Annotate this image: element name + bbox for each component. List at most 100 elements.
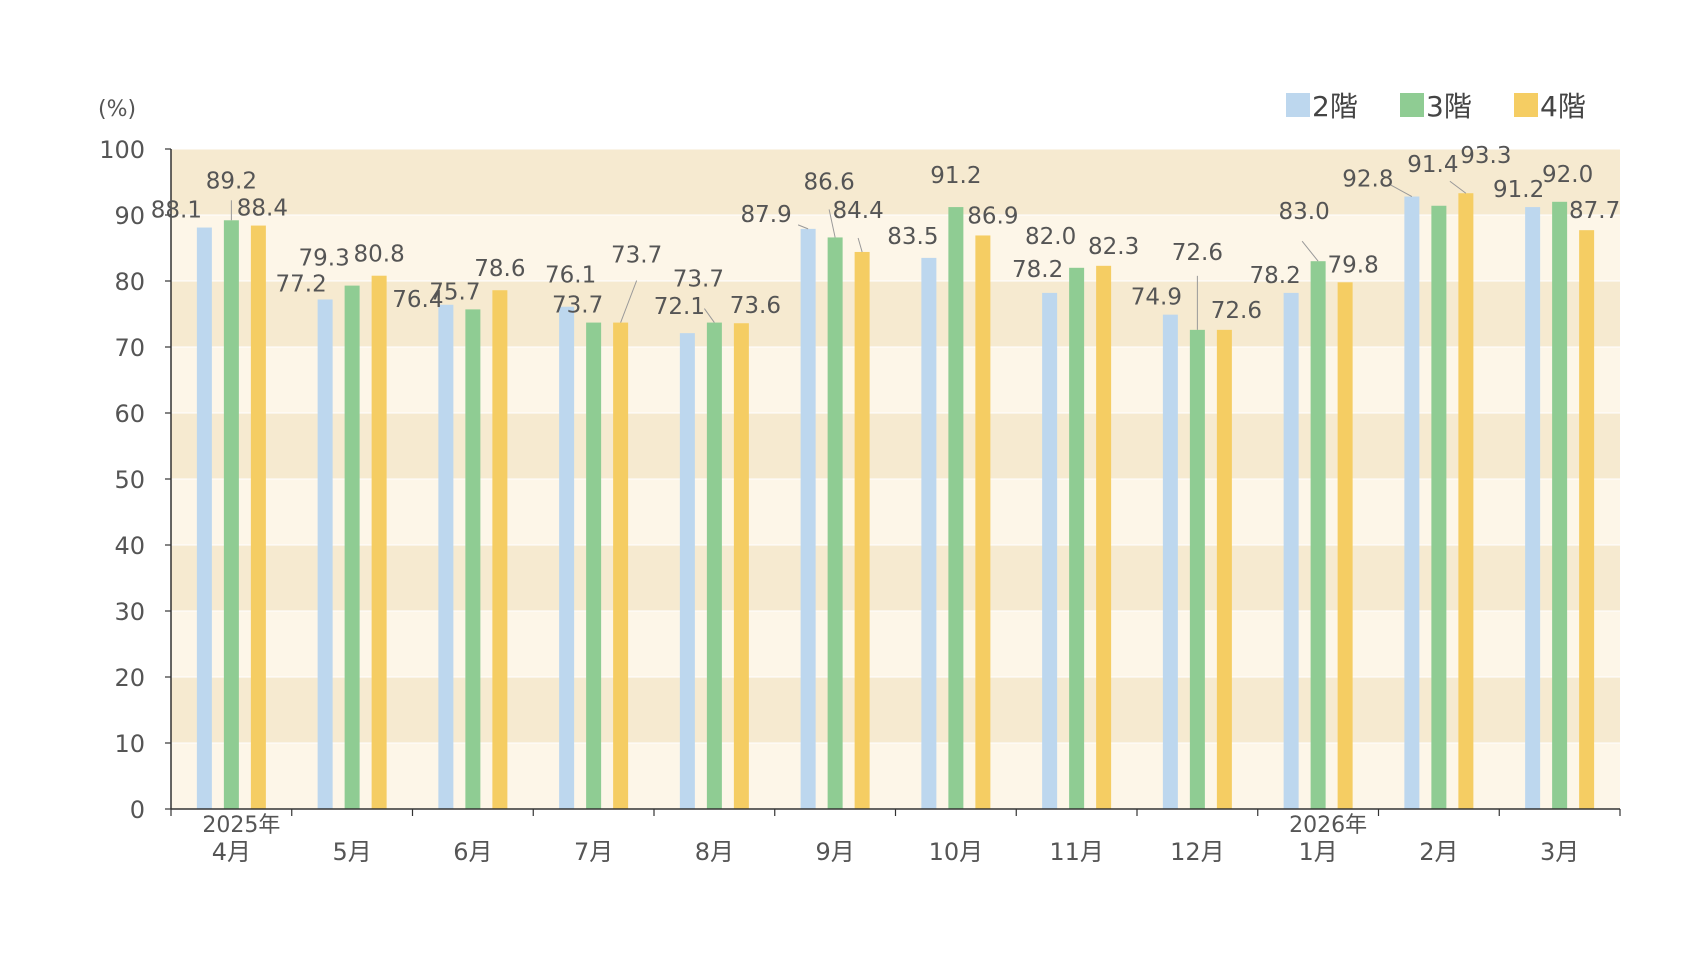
y-tick-label: 20 [114,664,145,692]
x-tick-label: 11月 [1049,838,1104,866]
bar [1525,207,1541,809]
bars [196,193,1595,810]
bar [465,309,481,809]
bar [1431,205,1447,809]
data-label: 88.4 [237,196,288,222]
bar [1579,230,1595,809]
data-label: 83.0 [1279,199,1330,225]
legend-label: 2階 [1312,90,1358,123]
data-label: 87.9 [741,202,792,228]
data-label: 84.4 [833,198,884,224]
data-label: 87.7 [1569,198,1620,224]
bar [559,306,575,809]
y-tick-label: 100 [99,136,145,164]
bar [196,227,212,810]
bar [1189,329,1205,809]
data-label: 82.0 [1025,224,1076,250]
bar [1216,329,1232,809]
x-tick-label: 8月 [695,838,734,866]
bar [438,304,454,809]
leader-line [1449,180,1467,194]
x-tick-label: 7月 [574,838,613,866]
x-tick-label: 4月 [212,838,251,866]
x-tick-label: 9月 [815,838,854,866]
bar [1310,261,1326,809]
bar [827,237,843,809]
data-label: 73.7 [673,267,724,293]
leader-line [620,280,638,323]
x-tick-label: 2月 [1419,838,1458,866]
data-label: 75.7 [429,279,480,305]
data-label: 74.9 [1131,285,1182,311]
y-tick-label: 30 [114,598,145,626]
data-labels: 88.1 77.2 76.4 76.1 72.1 87.9 83.5 78.2 74.9 78.2… [151,143,1620,324]
bar [1042,292,1058,809]
leader-line [857,237,863,253]
bar [1552,201,1568,810]
data-label: 82.3 [1088,234,1139,260]
x-tick-label: 3月 [1540,838,1579,866]
bar [223,220,239,809]
y-tick-label: 70 [114,334,145,362]
data-label: 72.6 [1172,240,1223,266]
data-label: 73.7 [611,243,662,269]
legend-swatch [1514,93,1538,117]
background-band [171,677,1620,743]
data-label: 78.2 [1250,263,1301,289]
data-label: 80.8 [354,242,405,268]
year-marker-label: 2025年 [202,813,280,838]
bar [371,275,387,810]
data-label: 76.4 [392,287,443,313]
x-tick-label: 12月 [1170,838,1225,866]
background-band [171,545,1620,611]
data-label: 78.2 [1012,257,1063,283]
bar [921,257,937,809]
y-tick-label: 10 [114,730,145,758]
bar [586,322,602,809]
background-band [171,149,1620,215]
y-tick-label: 50 [114,466,145,494]
background-band [171,215,1620,281]
data-label: 78.6 [474,256,525,282]
bar [975,235,991,809]
leader-line [828,209,836,238]
data-label: 83.5 [887,224,938,250]
y-tick-label: 0 [130,796,145,824]
x-tick-label: 10月 [929,838,984,866]
y-tick-label: 90 [114,202,145,230]
data-label: 89.2 [206,168,257,194]
bar [733,323,749,809]
data-label: 73.6 [730,293,781,319]
leader-lines [230,180,1467,330]
data-label: 72.1 [654,294,705,320]
x-tick-label: 5月 [332,838,371,866]
data-label: 92.8 [1342,167,1393,193]
x-tick-label: 1月 [1298,838,1337,866]
data-label: 73.7 [552,293,603,319]
legend-swatch [1400,93,1424,117]
background-band [171,347,1620,413]
bar [1283,292,1299,809]
data-label: 76.1 [545,263,596,289]
data-label: 91.2 [930,163,981,189]
data-label: 79.3 [299,246,350,272]
data-label: 72.6 [1211,298,1262,324]
bar [1337,282,1353,809]
legend-swatch [1286,93,1310,117]
bar [492,290,508,809]
bar [800,228,816,810]
bar [1162,314,1178,809]
bar [613,322,629,809]
leader-line [797,224,809,230]
background-band [171,611,1620,677]
data-label: 77.2 [276,271,327,297]
bar [1096,265,1112,809]
y-tick-label: 40 [114,532,145,560]
background-band [171,479,1620,545]
data-label: 86.6 [804,169,855,195]
background-bands [171,148,1620,810]
bar [706,322,722,809]
background-band [171,413,1620,479]
y-axis: 0 10 20 30 40 50 60 70 80 90 100 [99,136,172,824]
bar [1458,193,1474,810]
